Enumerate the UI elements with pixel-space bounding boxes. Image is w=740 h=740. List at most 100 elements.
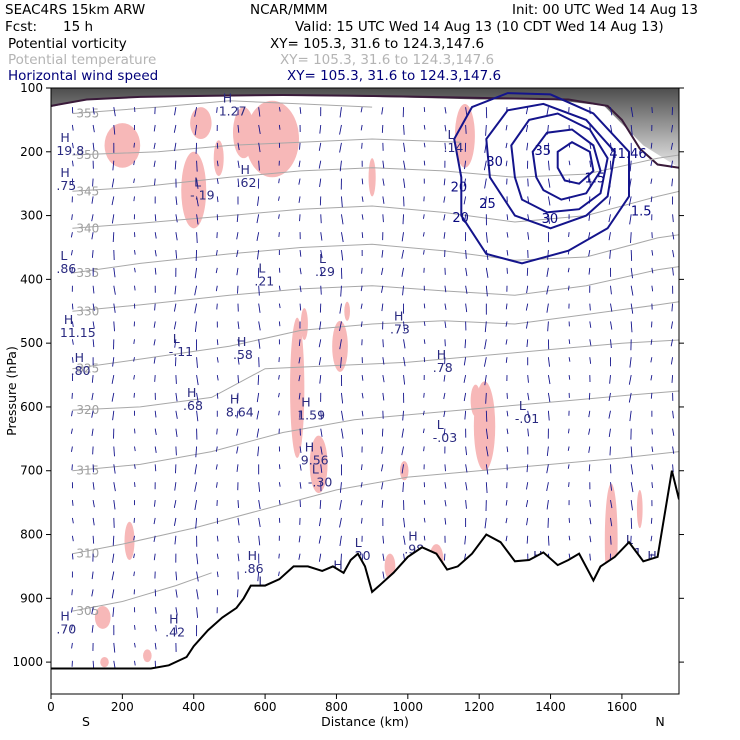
wind-vector <box>505 124 508 131</box>
pv-shade-region <box>143 649 152 663</box>
wind-vector <box>484 517 487 529</box>
wind-vector <box>382 392 385 401</box>
wind-vector <box>112 160 115 171</box>
theta-contour-345 <box>72 154 679 192</box>
wind-vector <box>423 339 426 344</box>
wind-vector <box>465 500 467 509</box>
wind-vector <box>382 214 384 223</box>
wind-vector <box>341 232 344 243</box>
wind-vector <box>527 232 530 240</box>
extremum-value: 9.56 <box>301 452 329 467</box>
wind-vector <box>91 196 94 204</box>
extremum-type: H <box>60 130 69 145</box>
wind-vector <box>403 535 406 545</box>
terrain-mask <box>51 470 679 694</box>
y-tick-label: 700 <box>20 464 43 478</box>
wind-vector <box>341 196 343 208</box>
wind-vector <box>609 249 611 259</box>
wind-vector <box>154 625 157 632</box>
wind-vector <box>546 267 549 277</box>
wind-vector <box>361 196 364 202</box>
wind-vector <box>382 571 385 579</box>
wind-vectors <box>70 107 675 670</box>
wind-vector <box>526 142 529 151</box>
wind-vector <box>672 232 675 240</box>
extremum-type: H <box>305 439 314 454</box>
wind-vector <box>216 392 219 399</box>
wind-vector <box>258 339 261 349</box>
wind-vector <box>505 339 508 345</box>
wind-vector <box>402 482 404 493</box>
wind-vector <box>134 642 136 648</box>
wind-vector <box>257 196 260 206</box>
wind-vector <box>484 196 487 208</box>
wind-vector <box>651 267 654 274</box>
wind-vector <box>485 482 488 494</box>
theta-label-355: 355 <box>76 107 99 121</box>
right-end-label: N <box>655 714 664 729</box>
extremum-type: L <box>312 462 319 477</box>
wind-vector <box>216 535 219 542</box>
wind-vector <box>70 625 73 631</box>
wind-vector <box>506 232 509 238</box>
wind-vector <box>401 446 404 456</box>
wind-vector <box>547 178 551 188</box>
terrain-line <box>51 470 679 670</box>
wind-vector <box>319 124 322 134</box>
wind-vector <box>71 160 74 167</box>
wind-vector <box>650 535 653 542</box>
wind-vector <box>298 374 301 382</box>
wind-vector <box>113 107 116 117</box>
wind-vector <box>194 464 198 475</box>
wind-label: 20 <box>452 211 469 226</box>
wind-vector <box>112 232 115 243</box>
wind-vector <box>339 303 342 314</box>
wind-vector <box>360 499 363 506</box>
wind-vector <box>610 339 612 349</box>
wind-vector <box>484 339 487 350</box>
y-tick-label: 400 <box>20 272 43 286</box>
wind-vector <box>154 464 157 472</box>
wind-vector <box>237 517 240 526</box>
wind-vector <box>610 482 613 491</box>
extremum-type: L <box>519 398 526 413</box>
y-tick-label: 200 <box>20 145 43 159</box>
wind-vector <box>320 410 322 420</box>
wind-vector <box>382 357 385 365</box>
wind-vector <box>443 553 446 561</box>
wind-vector <box>299 464 302 471</box>
wind-vector <box>174 339 177 348</box>
theta-label-345: 345 <box>76 184 99 198</box>
wind-vector <box>463 392 467 402</box>
wind-vector <box>381 285 384 293</box>
wind-vector <box>91 589 94 597</box>
extremum-value: .62 <box>237 175 257 190</box>
wind-vector <box>318 339 322 348</box>
wind-vector <box>111 553 115 563</box>
wind-vector <box>401 232 404 242</box>
wind-vector <box>153 357 156 364</box>
wind-vector <box>547 357 550 367</box>
wind-vector <box>153 339 156 346</box>
wind-vector <box>258 517 261 528</box>
wind-vector <box>299 446 302 454</box>
wind-vector <box>133 553 135 559</box>
wind-vector <box>216 178 219 185</box>
wind-vector <box>423 160 426 166</box>
wind-vector <box>382 374 385 383</box>
pv-shade-region <box>399 461 409 481</box>
wind-vector <box>608 214 611 223</box>
wind-vector <box>588 214 591 221</box>
wind-vector <box>401 428 404 438</box>
wind-vector <box>650 392 653 399</box>
wind-vector <box>71 357 74 363</box>
wind-vector <box>153 142 156 150</box>
wind-vector <box>133 535 135 541</box>
wind-vector <box>92 500 95 508</box>
wind-label: 30 <box>542 212 559 227</box>
extremum-value: .80 <box>71 363 91 378</box>
wind-vector <box>423 392 425 398</box>
extremum-value: .75 <box>56 178 76 193</box>
wind-vector <box>278 464 281 470</box>
plot-area: 355 350 345 340 335 330 325 320 315 310 305 20 20 25 3… <box>51 88 679 694</box>
